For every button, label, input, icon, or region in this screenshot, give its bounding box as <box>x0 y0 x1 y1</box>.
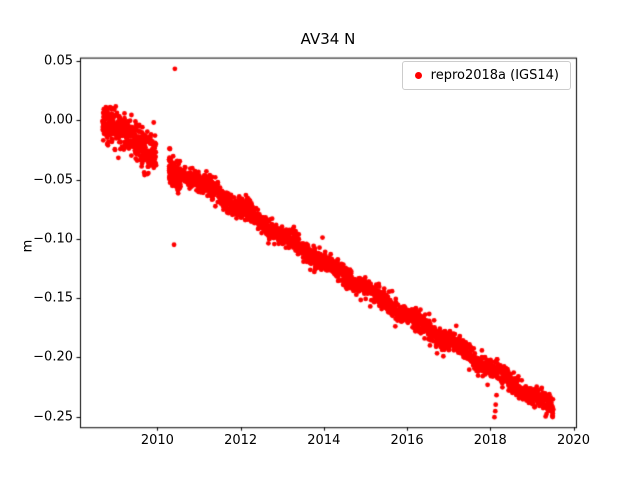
y-tick-label: 0.00 <box>44 112 73 128</box>
chart-title: AV34 N <box>300 30 356 48</box>
x-tick-label: 2014 <box>307 433 341 449</box>
x-tick-label: 2016 <box>390 433 424 449</box>
x-tick-label: 2020 <box>556 433 591 449</box>
x-tick-label: 2018 <box>473 433 507 449</box>
y-tick-label: −0.10 <box>33 231 73 247</box>
legend-label: repro2018a (IGS14) <box>430 68 559 83</box>
y-tick-label: 0.05 <box>44 53 73 69</box>
x-tick-label: 2012 <box>224 433 258 449</box>
x-tick-label: 2010 <box>140 433 174 449</box>
legend: repro2018a (IGS14) <box>401 61 571 90</box>
y-tick-label: −0.25 <box>33 409 73 425</box>
y-tick-label: −0.05 <box>33 172 73 188</box>
y-tick-label: −0.20 <box>33 349 73 365</box>
y-tick-label: −0.15 <box>33 290 73 306</box>
legend-marker-icon <box>414 72 422 79</box>
